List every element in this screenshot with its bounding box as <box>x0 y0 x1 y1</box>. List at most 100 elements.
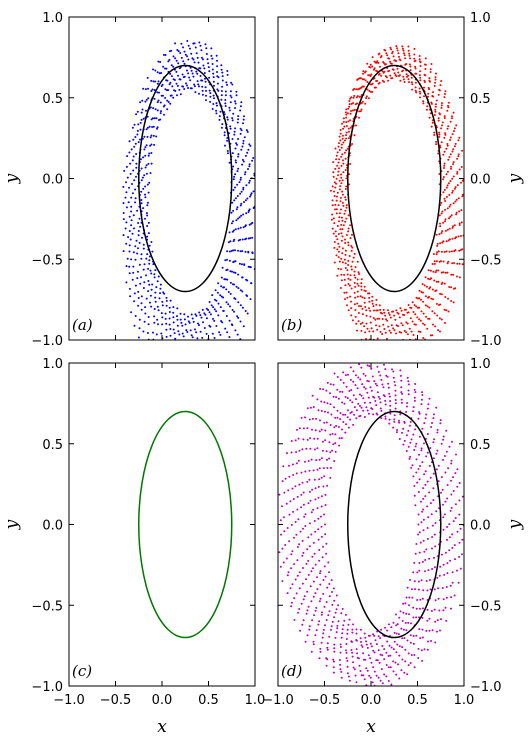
data-point <box>439 565 442 568</box>
data-point <box>324 493 327 496</box>
data-point <box>443 117 446 119</box>
data-point <box>398 316 401 319</box>
data-point <box>444 551 447 554</box>
data-point <box>340 437 343 440</box>
data-point <box>408 457 411 460</box>
data-point <box>122 202 125 205</box>
data-point <box>348 679 351 682</box>
data-point <box>305 447 308 450</box>
data-point <box>148 255 151 258</box>
data-point <box>423 422 426 425</box>
data-point <box>160 110 162 113</box>
data-point <box>381 645 384 647</box>
data-point <box>434 103 437 106</box>
data-point <box>357 320 360 323</box>
data-point <box>239 132 242 135</box>
data-point <box>201 85 204 88</box>
data-point <box>318 549 321 551</box>
data-point <box>226 70 229 72</box>
data-point <box>350 249 353 252</box>
data-point <box>440 271 443 274</box>
data-point <box>247 250 250 253</box>
data-point <box>161 323 164 326</box>
data-point <box>216 71 218 73</box>
data-point <box>337 204 340 207</box>
data-point <box>352 661 354 664</box>
data-point <box>143 263 146 266</box>
data-point <box>130 311 133 314</box>
data-point <box>386 337 388 340</box>
data-point <box>446 109 449 112</box>
data-point <box>398 438 401 440</box>
data-point <box>442 260 445 263</box>
data-point <box>411 83 414 86</box>
data-point <box>340 208 342 211</box>
data-point <box>157 80 160 83</box>
data-point <box>198 85 200 88</box>
data-point <box>396 47 398 50</box>
data-point <box>339 668 342 671</box>
data-point <box>317 496 320 499</box>
data-point <box>436 314 439 317</box>
data-point <box>397 71 400 74</box>
data-point <box>323 605 326 608</box>
data-point <box>156 71 159 74</box>
data-point <box>408 52 411 55</box>
data-point <box>122 212 125 214</box>
data-point <box>222 309 225 312</box>
data-point <box>182 60 185 63</box>
data-point <box>286 592 289 595</box>
data-point <box>237 217 239 220</box>
data-point <box>350 389 353 391</box>
data-point <box>347 426 350 429</box>
data-point <box>336 624 339 627</box>
data-point <box>236 170 239 173</box>
data-point <box>431 568 434 570</box>
data-point <box>211 57 214 60</box>
data-point <box>380 409 383 412</box>
data-point <box>373 651 376 654</box>
data-point <box>450 462 453 465</box>
data-point <box>334 147 337 150</box>
data-point <box>432 457 435 460</box>
data-point <box>156 82 159 85</box>
data-point <box>394 384 397 387</box>
data-point <box>446 271 449 274</box>
data-point <box>318 620 321 623</box>
data-point <box>436 630 438 633</box>
data-point <box>333 406 335 409</box>
data-point <box>414 588 416 591</box>
data-point <box>420 310 423 313</box>
data-point <box>355 628 358 631</box>
data-point <box>152 68 154 71</box>
data-point <box>165 328 168 331</box>
data-point <box>363 401 366 404</box>
data-point <box>413 580 416 583</box>
data-point <box>145 164 148 167</box>
data-point <box>433 608 436 611</box>
data-point <box>340 232 343 235</box>
data-point <box>440 553 443 556</box>
data-point <box>337 174 339 177</box>
data-point <box>129 295 132 298</box>
data-point <box>372 666 375 669</box>
y-tick-label: 1.0 <box>42 11 63 26</box>
data-point <box>153 308 156 310</box>
data-point <box>211 332 214 335</box>
data-point <box>355 648 358 651</box>
data-point <box>430 63 433 65</box>
data-point <box>400 391 403 394</box>
x-axis-label: x <box>366 717 376 737</box>
data-point <box>230 96 233 99</box>
data-point <box>336 191 339 194</box>
data-point <box>201 89 204 92</box>
data-point <box>444 133 447 136</box>
data-point <box>381 79 384 82</box>
y-axis-label: y <box>2 173 22 184</box>
data-point <box>189 329 192 332</box>
data-point <box>360 406 363 409</box>
data-point <box>393 418 396 421</box>
data-point <box>440 442 443 445</box>
data-point <box>221 85 224 88</box>
data-point <box>335 182 338 185</box>
